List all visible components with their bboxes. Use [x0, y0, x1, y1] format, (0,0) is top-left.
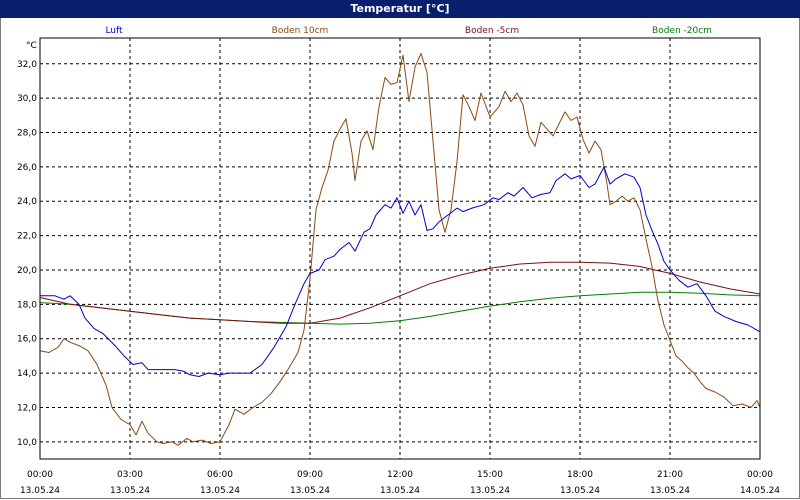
- series-lines: [39, 53, 761, 446]
- y-tick-label: 14,0: [17, 369, 37, 379]
- y-tick-label: 16,0: [17, 335, 37, 345]
- y-tick-label: 22,0: [17, 232, 37, 242]
- x-tick-date: 13.05.24: [560, 486, 600, 496]
- x-tick-labels: 00:00 13.05.24 03:00 13.05.24 06:00 13.05.24 0…: [20, 470, 780, 496]
- x-tick-time: 00:00: [747, 470, 773, 480]
- y-tick-label: 24,0: [17, 197, 37, 207]
- series-line-1: [39, 53, 761, 446]
- y-tick-label: 30,0: [17, 94, 37, 104]
- y-unit-label: °C: [26, 41, 37, 51]
- series-line-2: [39, 261, 761, 324]
- legend-entry: Boden -5cm: [465, 26, 519, 36]
- x-tick-time: 18:00: [567, 470, 593, 480]
- legend-entry: Boden 10cm: [272, 26, 329, 36]
- grid: [40, 38, 760, 459]
- legend-entry: Luft: [105, 26, 123, 36]
- y-tick-label: 26,0: [17, 163, 37, 173]
- x-tick-time: 21:00: [657, 470, 683, 480]
- x-tick-date: 13.05.24: [470, 486, 510, 496]
- x-tick-time: 06:00: [207, 470, 233, 480]
- y-tick-label: 10,0: [17, 438, 37, 448]
- series-line-0: [40, 166, 761, 377]
- plot-area-border: [39, 37, 761, 460]
- y-tick-label: 28,0: [17, 129, 37, 139]
- x-tick-time: 03:00: [117, 470, 143, 480]
- y-tick-label: 12,0: [17, 403, 37, 413]
- x-tick-date: 13.05.24: [380, 486, 420, 496]
- x-tick-time: 12:00: [387, 470, 413, 480]
- x-tick-date: 13.05.24: [650, 486, 690, 496]
- x-tick-date: 14.05.24: [740, 486, 780, 496]
- legend-entry: Boden -20cm: [652, 26, 712, 36]
- x-tick-time: 09:00: [297, 470, 323, 480]
- y-tick-labels: 10,0 12,0 14,0 16,0 18,0 20,0 22,0 24,0 26,0 28,0…: [17, 60, 37, 448]
- window-title: Temperatur [°C]: [0, 0, 800, 18]
- x-tick-date: 13.05.24: [200, 486, 240, 496]
- legend: Luft Boden 10cm Boden -5cm Boden -20cm: [105, 26, 712, 36]
- y-tick-label: 32,0: [17, 60, 37, 70]
- x-tick-date: 13.05.24: [110, 486, 150, 496]
- x-tick-time: 00:00: [27, 470, 53, 480]
- x-tick-time: 15:00: [477, 470, 503, 480]
- x-tick-date: 13.05.24: [20, 486, 60, 496]
- x-tick-date: 13.05.24: [290, 486, 330, 496]
- y-tick-label: 20,0: [17, 266, 37, 276]
- y-tick-label: 18,0: [17, 300, 37, 310]
